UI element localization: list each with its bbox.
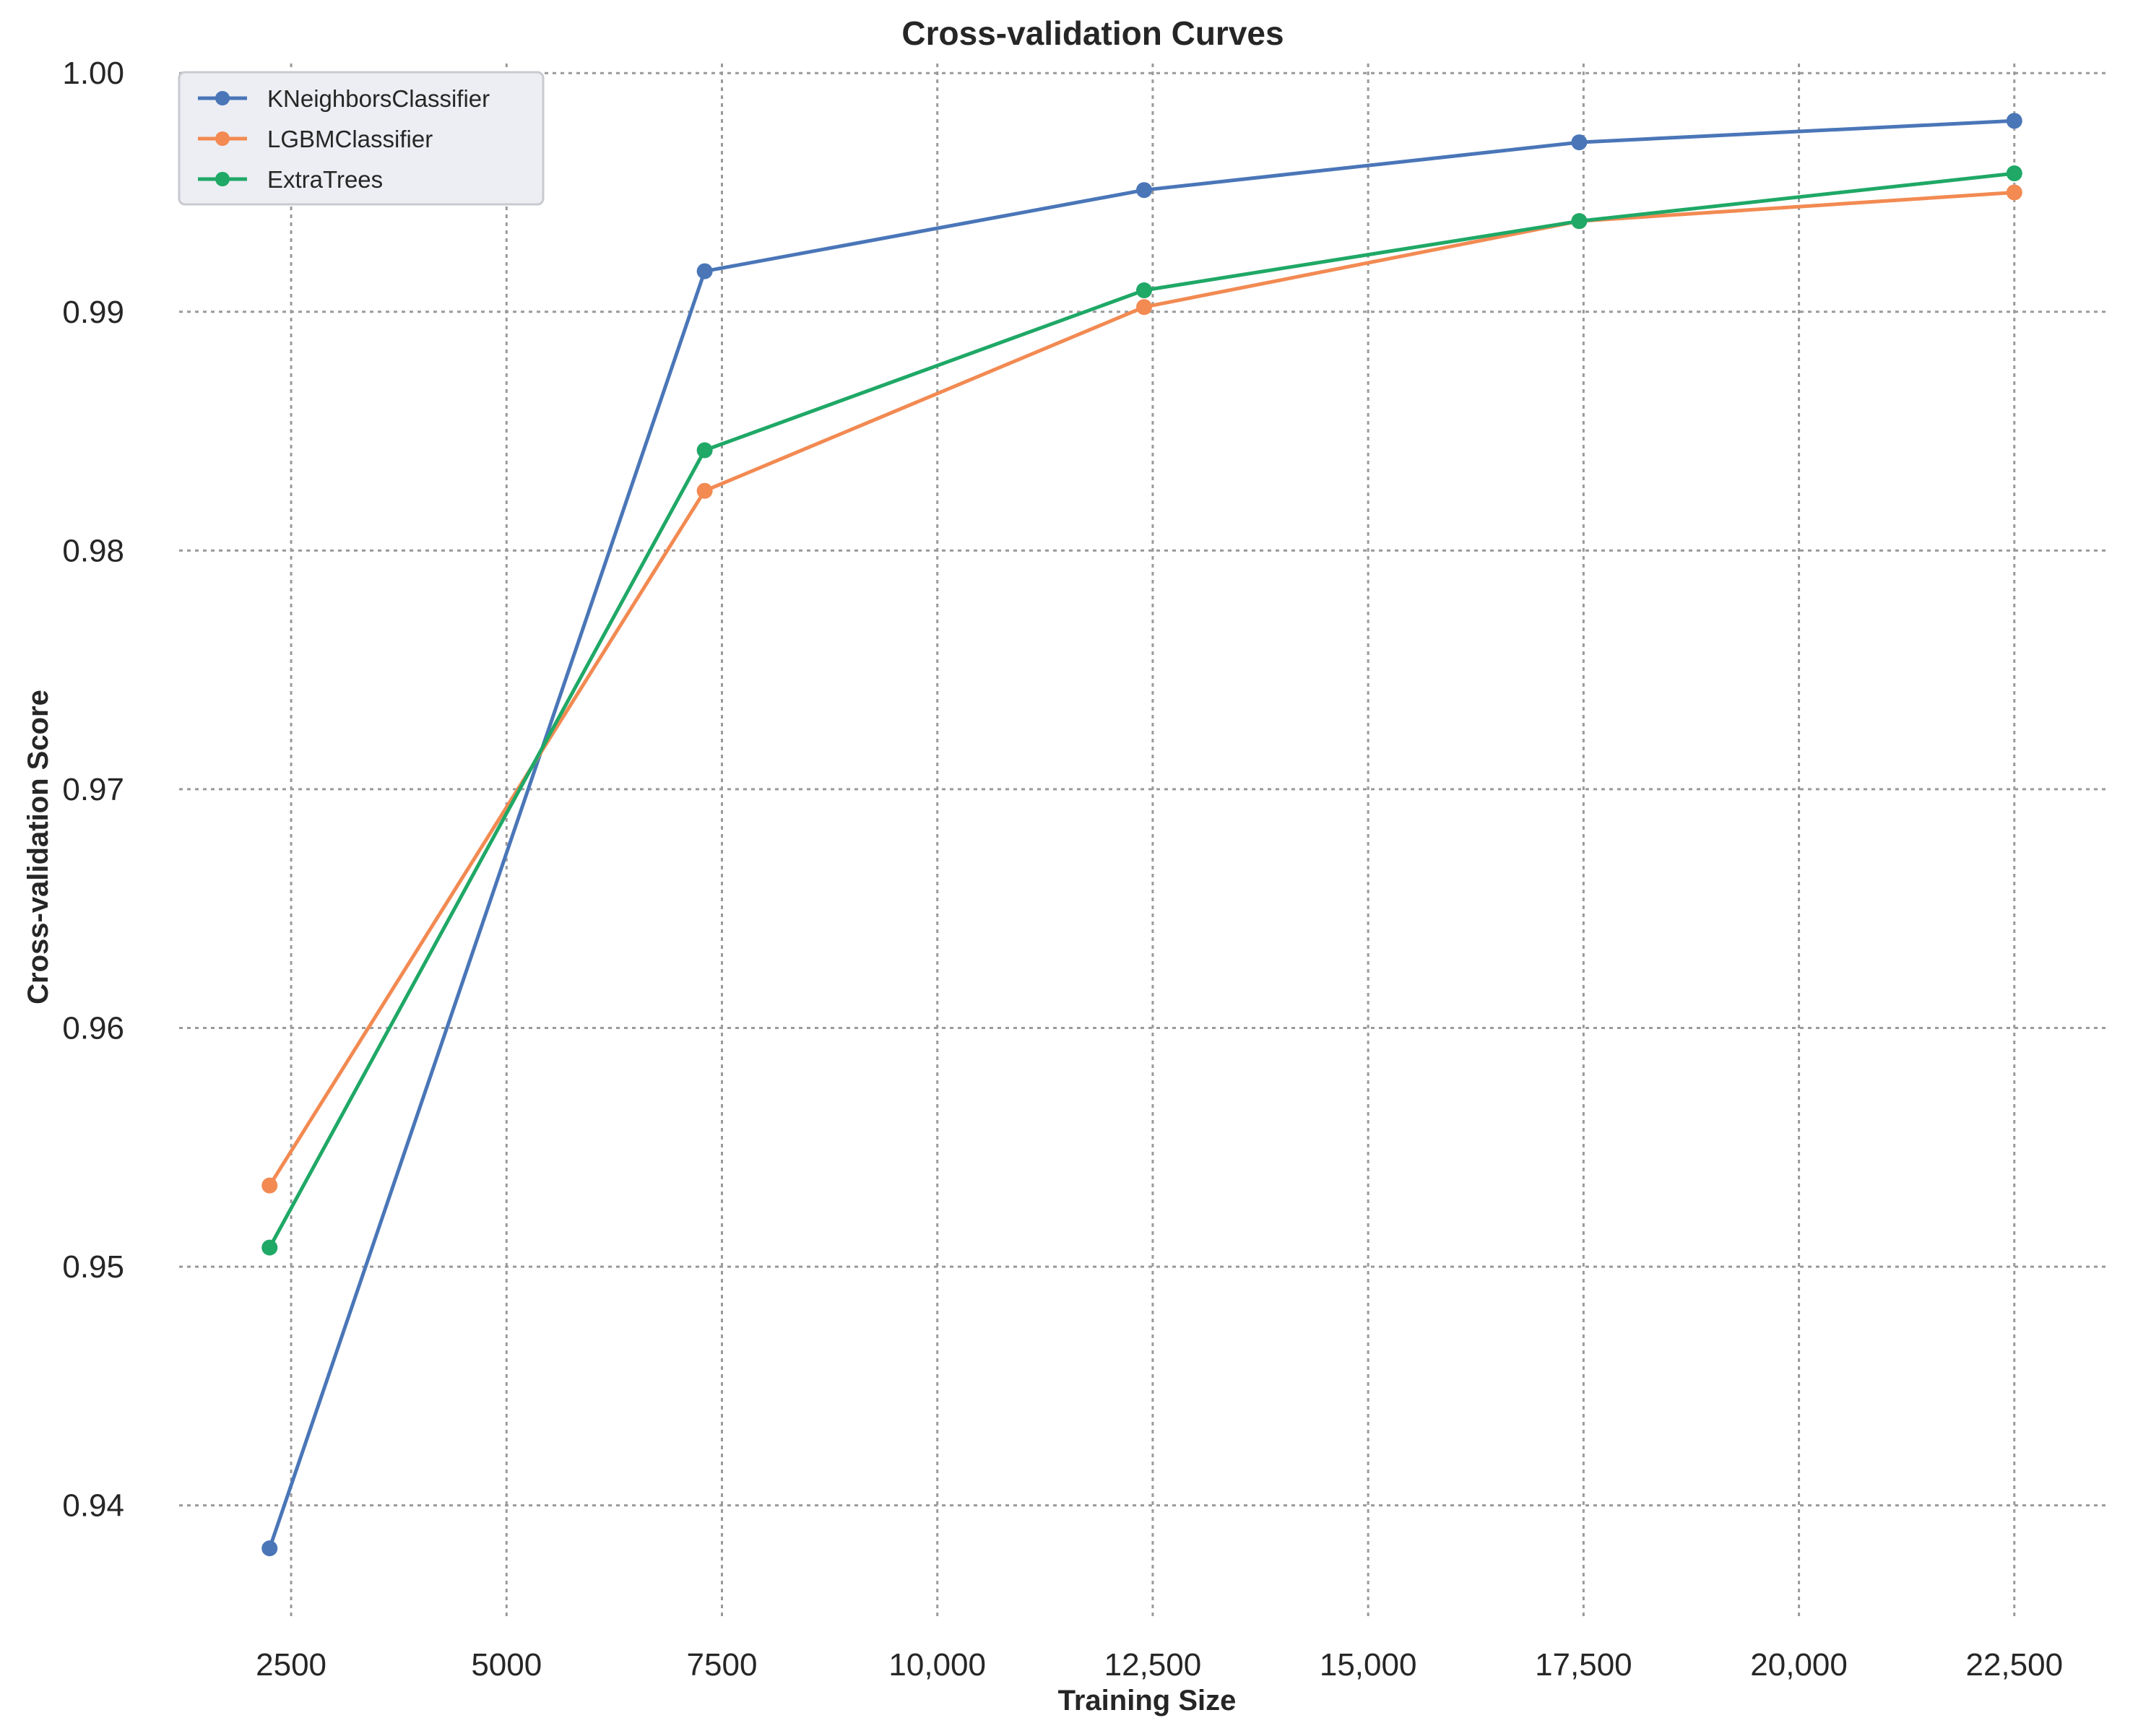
x-tick-label: 20,000 <box>1750 1647 1848 1683</box>
legend-marker <box>215 131 230 146</box>
data-series <box>261 113 2022 1557</box>
data-point <box>696 442 713 459</box>
x-tick-label: 22,500 <box>1965 1647 2063 1683</box>
data-point <box>1571 213 1588 230</box>
data-point <box>261 1540 278 1557</box>
data-point <box>2006 165 2022 182</box>
legend-label: LGBMClassifier <box>267 126 433 152</box>
series-ExtraTrees <box>261 165 2022 1256</box>
x-tick-label: 17,500 <box>1535 1647 1632 1683</box>
legend-item: KNeighborsClassifier <box>198 85 490 112</box>
x-tick-label: 15,000 <box>1320 1647 1417 1683</box>
data-point <box>2006 113 2022 129</box>
legend-marker <box>215 172 230 186</box>
legend-item: LGBMClassifier <box>198 126 433 152</box>
data-point <box>696 263 713 279</box>
tick-labels: 2500 5000 7500 10,000 12,500 15,000 17,500 20,0… <box>62 56 2063 1683</box>
legend-marker <box>215 91 230 105</box>
x-tick-label: 12,500 <box>1104 1647 1202 1683</box>
legend-label: ExtraTrees <box>267 166 383 193</box>
x-axis-label: Training Size <box>1058 1685 1237 1717</box>
series-KNeighborsClassifier <box>261 113 2022 1557</box>
data-point <box>696 482 713 499</box>
y-tick-label: 0.98 <box>62 533 124 568</box>
data-point <box>1136 299 1152 316</box>
legend-label: KNeighborsClassifier <box>267 85 490 112</box>
data-point <box>1136 282 1152 299</box>
y-axis-label: Cross-validation Score <box>22 690 54 1004</box>
data-point <box>261 1239 278 1256</box>
y-tick-label: 0.94 <box>62 1488 124 1524</box>
y-tick-label: 0.97 <box>62 772 124 807</box>
data-point <box>1571 134 1588 151</box>
y-tick-label: 0.99 <box>62 295 124 330</box>
legend-box <box>178 71 545 206</box>
data-point <box>1136 182 1152 199</box>
data-point <box>2006 184 2022 201</box>
legend: KNeighborsClassifier LGBMClassifier ExtraT… <box>178 71 545 206</box>
y-tick-label: 1.00 <box>62 56 124 91</box>
chart-title: Cross-validation Curves <box>901 14 1284 52</box>
x-tick-label: 5000 <box>471 1647 542 1683</box>
y-tick-label: 0.96 <box>62 1010 124 1046</box>
y-tick-label: 0.95 <box>62 1249 124 1285</box>
x-tick-label: 7500 <box>687 1647 758 1683</box>
legend-item: ExtraTrees <box>198 166 383 193</box>
grid-lines <box>179 64 2109 1618</box>
x-tick-label: 2500 <box>256 1647 326 1683</box>
x-tick-label: 10,000 <box>888 1647 986 1683</box>
data-point <box>261 1177 278 1194</box>
